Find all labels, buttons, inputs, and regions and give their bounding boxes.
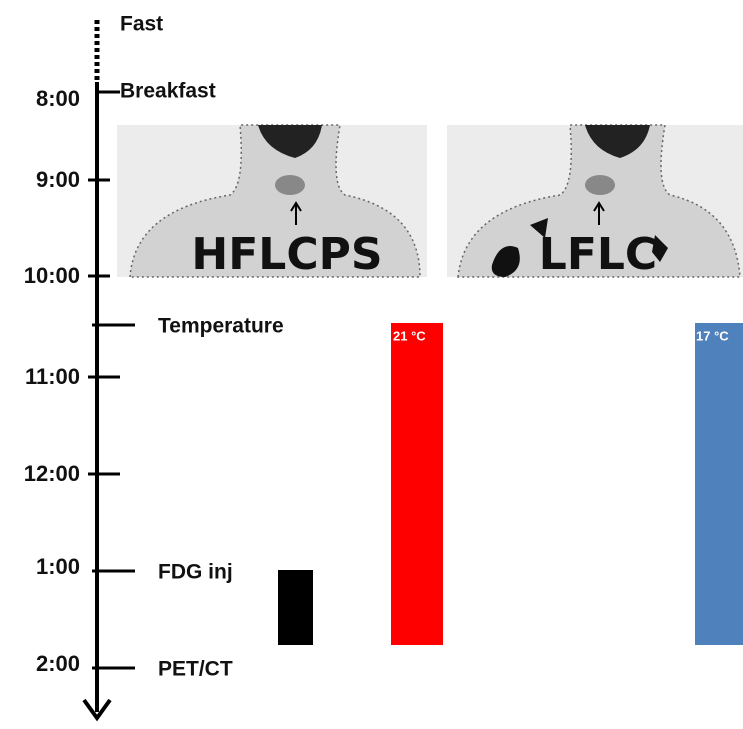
temperature-label: 17 °C <box>696 328 729 343</box>
scan-image: LFLC <box>447 125 743 280</box>
time-label: 10:00 <box>24 263 80 288</box>
panel-label: LFLC <box>539 229 657 280</box>
diagram: 8:00 9:00 10:00 11:00 12:00 1:00 2:00 Fa… <box>0 0 743 724</box>
temperature-bar <box>695 323 743 645</box>
panel-label: HFLCPS <box>191 229 382 280</box>
time-label: 12:00 <box>24 461 80 486</box>
event-label: Temperature <box>158 315 284 338</box>
temperature-label: 21 °C <box>393 328 426 343</box>
event-label: Fast <box>120 13 163 36</box>
event-label: Breakfast <box>120 80 216 103</box>
time-label: 2:00 <box>36 651 80 676</box>
time-label: 11:00 <box>25 364 80 389</box>
temperature-bar <box>391 323 443 645</box>
scan-image: HFLCPS <box>117 125 427 280</box>
event-label: FDG inj <box>158 561 233 584</box>
event-label: PET/CT <box>158 658 233 681</box>
time-label: 8:00 <box>36 86 80 111</box>
time-label: 9:00 <box>36 167 80 192</box>
fdg-bar <box>278 570 313 645</box>
time-label: 1:00 <box>36 554 80 579</box>
